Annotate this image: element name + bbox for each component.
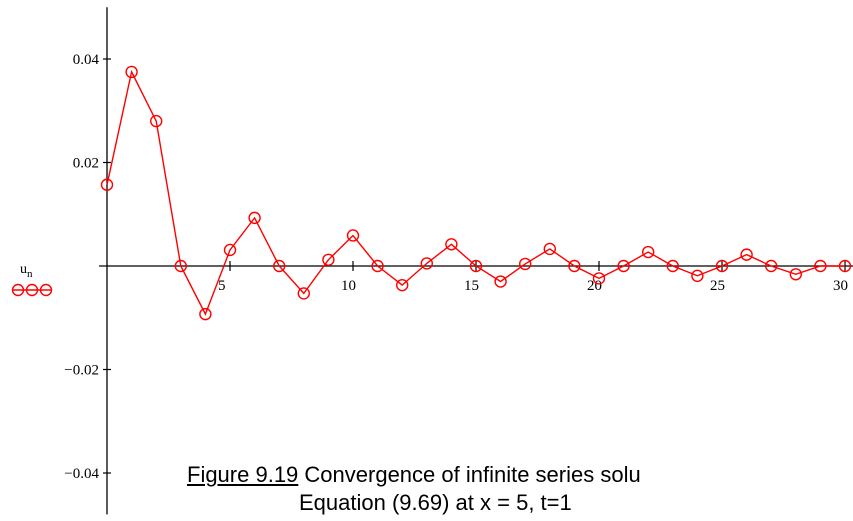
x-tick-label: 15 (464, 278, 479, 294)
data-point (568, 259, 581, 273)
legend-marker (25, 283, 39, 297)
legend-series-subscript: n (27, 268, 33, 280)
series-layer (100, 65, 852, 321)
data-point (740, 248, 753, 261)
data-point (125, 65, 138, 79)
legend-marker (11, 283, 25, 297)
data-point (174, 259, 188, 273)
data-point (223, 243, 237, 257)
data-point (814, 259, 827, 273)
data-point (715, 259, 729, 273)
data-point (322, 253, 335, 266)
axes: 0.04 0.02 −0.02 −0.04 5 10 15 20 25 30 (64, 7, 853, 515)
data-point (346, 229, 360, 242)
caption-line-1: Figure 9.19 Convergence of infinite seri… (187, 462, 641, 488)
data-point (396, 278, 409, 292)
legend-series-name: u (20, 262, 27, 277)
data-point (248, 211, 261, 225)
data-point (371, 259, 384, 273)
x-tick-label: 30 (833, 278, 848, 294)
data-point (519, 257, 532, 271)
data-point (494, 275, 507, 288)
data-point (789, 268, 802, 281)
caption-title-text: Convergence of infinite series solu (298, 462, 641, 487)
data-point (297, 287, 310, 300)
y-tick-label: 0.04 (73, 52, 100, 68)
x-tick-label: 25 (710, 278, 725, 294)
x-tick-label: 20 (587, 278, 602, 294)
x-tick-label: 10 (341, 278, 356, 294)
data-point (592, 272, 606, 285)
data-point (765, 259, 778, 273)
y-tick-label: −0.04 (64, 466, 99, 482)
caption-line-2: Equation (9.69) at x = 5, t=1 (299, 490, 572, 515)
data-point (273, 259, 286, 273)
legend-label: un (20, 262, 33, 280)
data-point (420, 257, 433, 270)
data-point (691, 269, 704, 283)
data-point (445, 238, 458, 251)
data-point (149, 114, 163, 128)
y-tick-label: −0.02 (64, 363, 99, 379)
legend-marker (39, 283, 53, 297)
y-tick-label: 0.02 (73, 156, 99, 172)
legend: un (11, 262, 53, 297)
data-point (199, 307, 212, 321)
data-point (642, 245, 655, 259)
data-point (543, 242, 556, 256)
figure-reference: Figure 9.19 (187, 462, 299, 487)
data-point (100, 178, 114, 191)
data-point (838, 259, 852, 273)
data-point (617, 259, 630, 273)
x-tick-label: 5 (218, 278, 226, 294)
series-line (106, 69, 845, 316)
data-point (666, 259, 679, 273)
data-point (469, 259, 483, 273)
